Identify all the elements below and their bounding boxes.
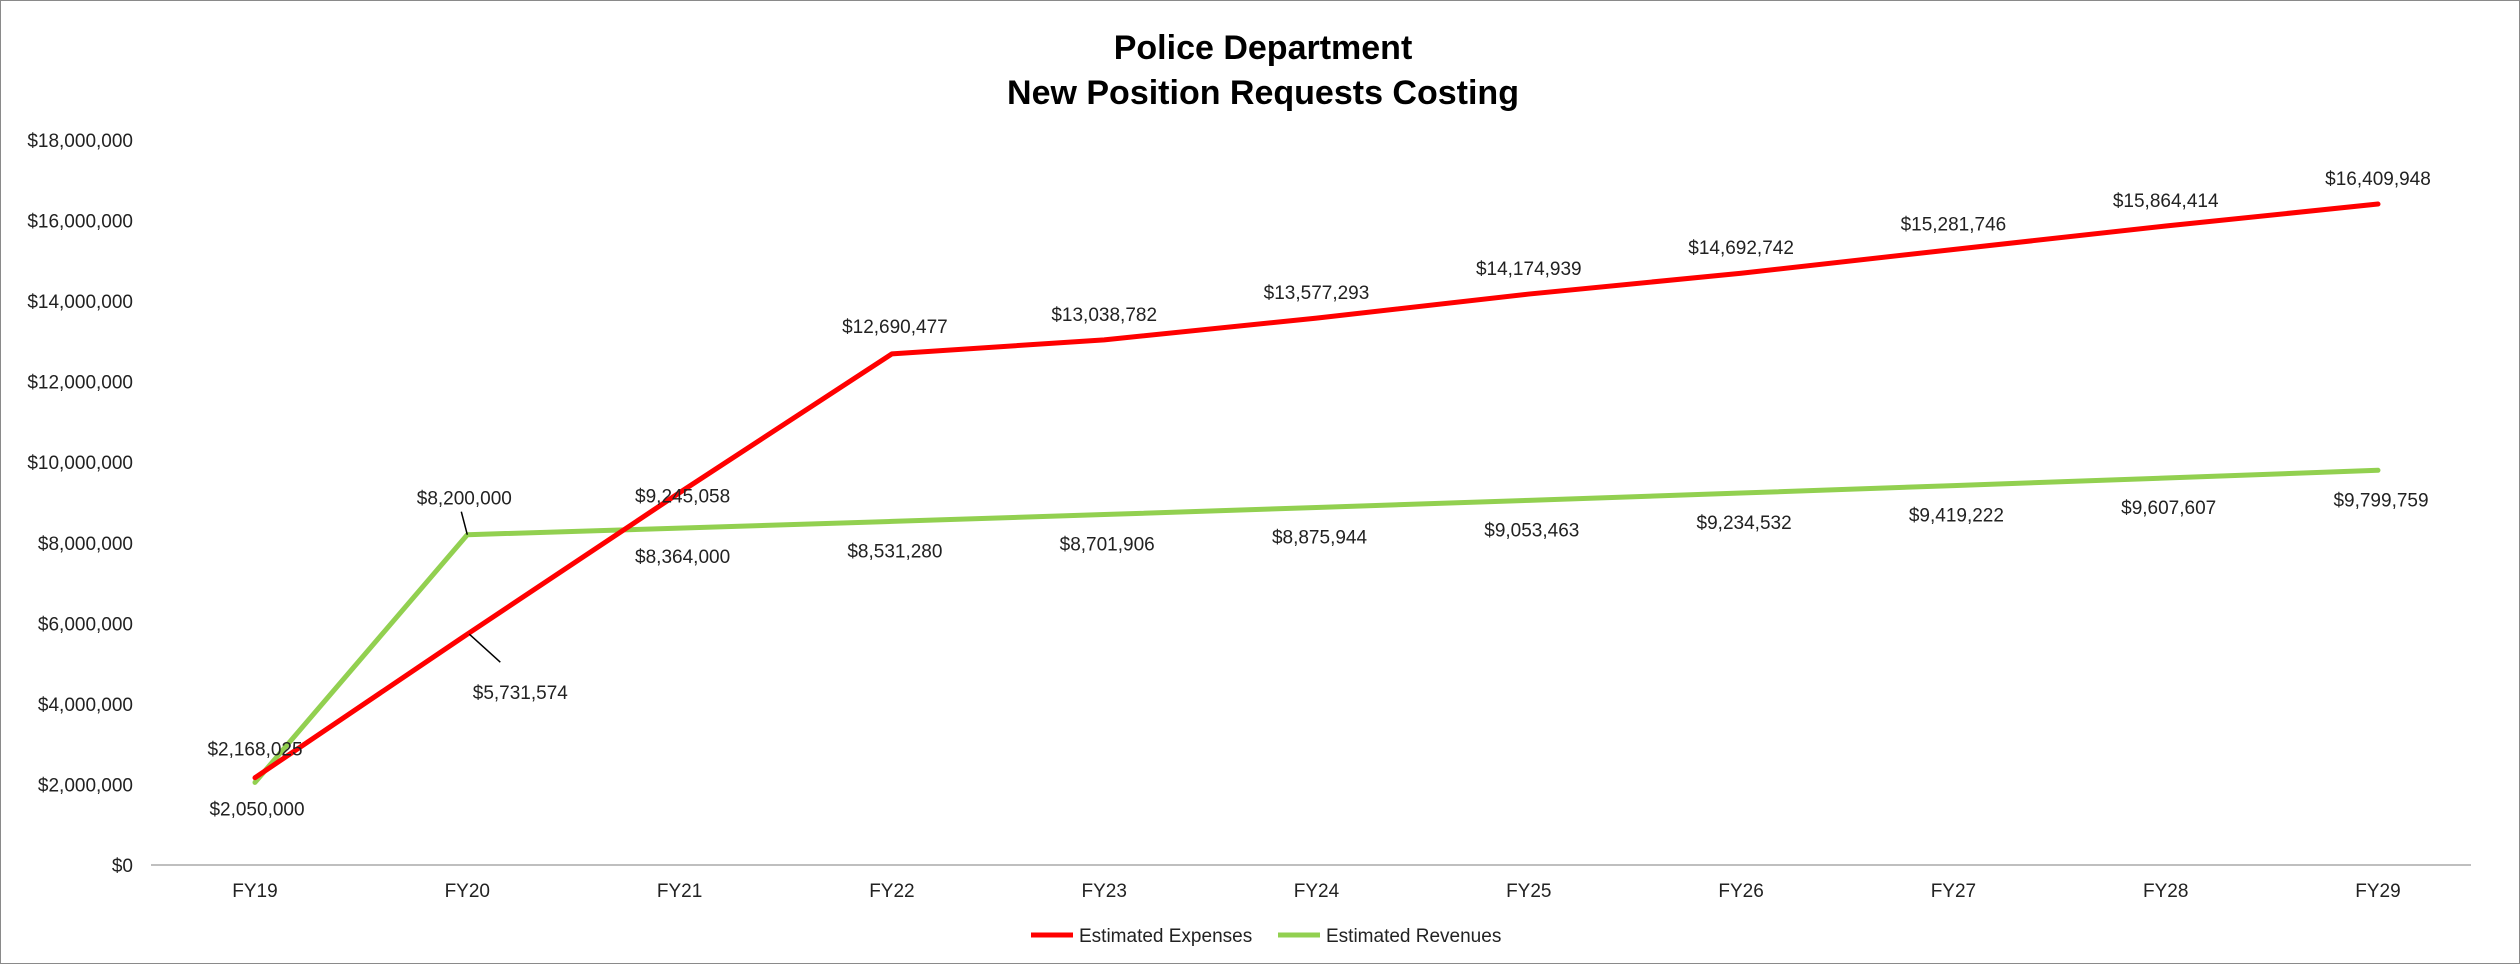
x-tick-label: FY23 xyxy=(1081,881,1126,902)
x-tick-label: FY20 xyxy=(445,881,490,902)
chart-title-line-1: Police Department xyxy=(1114,29,1413,67)
estimated-expenses-data-label: $2,168,025 xyxy=(207,740,302,761)
y-tick-label: $4,000,000 xyxy=(38,695,133,716)
y-tick-label: $8,000,000 xyxy=(38,534,133,555)
y-axis: $0 $2,000,000 $4,000,000 $6,000,000 $8,000,0… xyxy=(27,131,133,877)
x-tick-label: FY27 xyxy=(1931,881,1976,902)
estimated-revenues-legend-label: Estimated Revenues xyxy=(1326,926,1501,947)
estimated-expenses-data-label: $5,731,574 xyxy=(473,683,569,704)
chart-title: Police Department New Position Requests … xyxy=(1007,29,1519,112)
x-tick-label: FY22 xyxy=(869,881,914,902)
y-tick-label: $10,000,000 xyxy=(27,453,133,474)
estimated-revenues-data-label: $2,050,000 xyxy=(209,799,304,820)
estimated-expenses-data-label: $14,174,939 xyxy=(1476,259,1582,280)
x-tick-label: FY26 xyxy=(1718,881,1763,902)
x-axis: FY19 FY20 FY21 FY22 FY23 FY24 FY25 FY26 FY27 FY28… xyxy=(151,864,2471,902)
leader-line xyxy=(460,511,469,535)
estimated-revenues-data-label: $8,875,944 xyxy=(1272,527,1368,548)
estimated-expenses-data-label: $13,577,293 xyxy=(1264,283,1370,304)
estimated-expenses-data-label: $15,281,746 xyxy=(1901,214,2007,235)
x-tick-label: FY24 xyxy=(1294,881,1340,902)
estimated-revenues-data-label: $8,701,906 xyxy=(1060,535,1155,556)
legend: Estimated Expenses Estimated Revenues xyxy=(1031,926,1501,947)
x-tick-label: FY29 xyxy=(2355,881,2400,902)
y-tick-label: $16,000,000 xyxy=(27,212,133,233)
y-tick-label: $2,000,000 xyxy=(38,775,133,796)
y-tick-label: $18,000,000 xyxy=(27,131,133,152)
estimated-revenues-line xyxy=(252,467,2381,785)
estimated-revenues-data-label: $9,799,759 xyxy=(2333,490,2428,511)
estimated-revenues-data-label: $9,419,222 xyxy=(1909,506,2004,527)
estimated-expenses-legend-label: Estimated Expenses xyxy=(1079,926,1252,947)
estimated-expenses-data-label: $12,690,477 xyxy=(842,317,948,338)
series-layer xyxy=(252,201,2381,785)
estimated-expenses-data-label: $14,692,742 xyxy=(1688,238,1794,259)
x-tick-label: FY28 xyxy=(2143,881,2188,902)
estimated-revenues-data-label: $9,234,532 xyxy=(1697,513,1792,534)
estimated-revenues-data-label: $8,531,280 xyxy=(847,541,942,562)
y-tick-label: $14,000,000 xyxy=(27,292,133,313)
estimated-expenses-data-label: $9,245,058 xyxy=(635,487,730,508)
estimated-revenues-data-label: $9,607,607 xyxy=(2121,498,2216,519)
estimated-expenses-line xyxy=(252,201,2381,781)
estimated-revenues-data-label: $9,053,463 xyxy=(1484,520,1579,541)
y-tick-label: $12,000,000 xyxy=(27,373,133,394)
x-tick-label: FY19 xyxy=(232,881,277,902)
x-tick-label: FY25 xyxy=(1506,881,1551,902)
y-tick-label: $0 xyxy=(112,856,133,877)
estimated-revenues-data-label: $8,364,000 xyxy=(635,547,730,568)
y-tick-label: $6,000,000 xyxy=(38,614,133,635)
estimated-expenses-data-label: $13,038,782 xyxy=(1051,305,1157,326)
estimated-expenses-data-label: $15,864,414 xyxy=(2113,191,2219,212)
estimated-revenues-data-label: $8,200,000 xyxy=(417,489,512,510)
chart-title-line-2: New Position Requests Costing xyxy=(1007,74,1519,112)
data-labels: $2,168,025 $5,731,574 $9,245,058 $12,690,47… xyxy=(207,169,2430,820)
estimated-expenses-data-label: $16,409,948 xyxy=(2325,169,2431,190)
x-tick-label: FY21 xyxy=(657,881,702,902)
leader-line xyxy=(468,633,501,663)
